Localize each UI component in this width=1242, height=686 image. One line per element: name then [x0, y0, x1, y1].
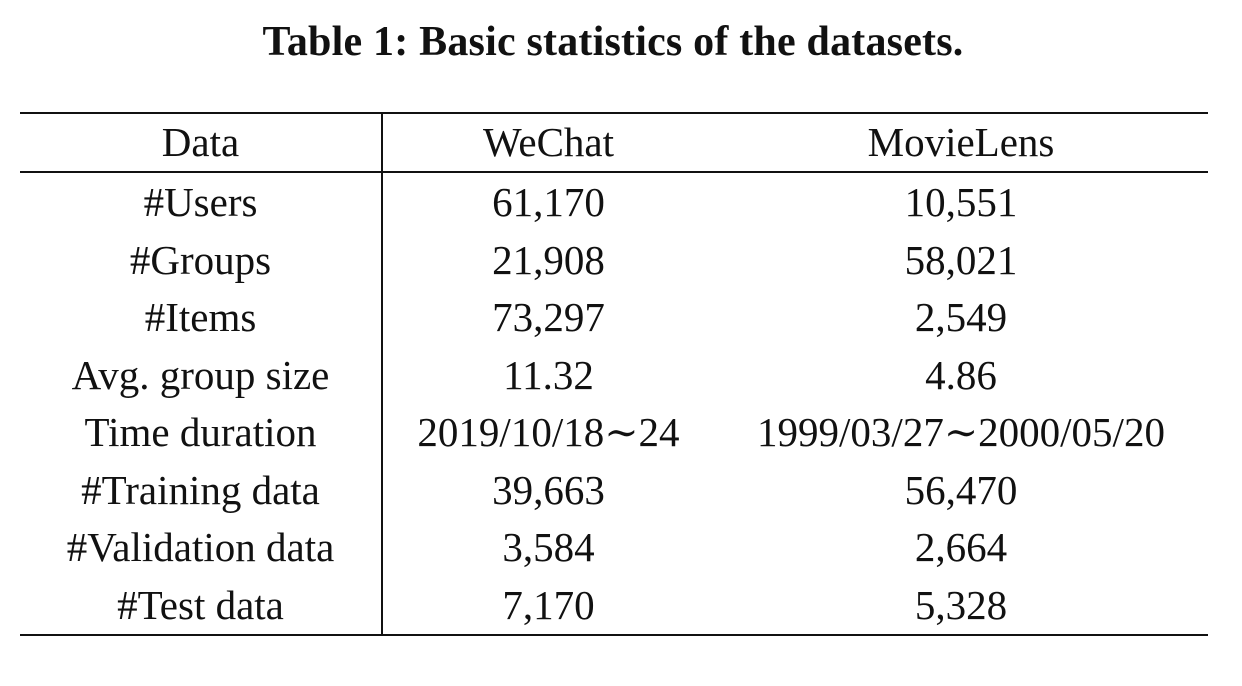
cell-movielens: 56,470 — [904, 466, 1018, 513]
table-caption: Table 1: Basic statistics of the dataset… — [262, 19, 964, 65]
cell-movielens: 2,664 — [914, 524, 1008, 570]
dataset-statistics-table: Data WeChat MovieLens #Users 61,170 10,5… — [20, 112, 1208, 636]
cell-movielens: 1999/03/27∼2000/05/20 — [757, 409, 1165, 455]
row-label: Avg. group size — [20, 346, 383, 404]
cell-wechat: 7,170 — [502, 581, 595, 628]
dataset-statistics-table-container: Data WeChat MovieLens #Users 61,170 10,5… — [20, 112, 1208, 636]
header-row: Data WeChat MovieLens — [20, 113, 1208, 172]
table-row: Time duration 2019/10/18∼24 1999/03/27∼2… — [20, 404, 1208, 462]
table-row: #Validation data 3,584 2,664 — [20, 519, 1208, 577]
cell-movielens: 2,549 — [914, 294, 1008, 340]
row-label: #Test data — [20, 576, 383, 635]
cell-movielens: 5,328 — [914, 581, 1008, 628]
table-row: #Items 73,297 2,549 — [20, 289, 1208, 347]
table-row: #Training data 39,663 56,470 — [20, 461, 1208, 519]
table-row: #Test data 7,170 5,328 — [20, 576, 1208, 635]
cell-movielens: 10,551 — [904, 179, 1018, 225]
table-row: #Groups 21,908 58,021 — [20, 231, 1208, 289]
cell-wechat: 2019/10/18∼24 — [417, 409, 680, 455]
cell-movielens: 4.86 — [925, 351, 997, 398]
table-row: #Users 61,170 10,551 — [20, 172, 1208, 232]
cell-wechat: 21,908 — [492, 236, 605, 283]
row-label: #Training data — [20, 461, 383, 519]
row-label: #Validation data — [20, 519, 383, 577]
table-row: Avg. group size 11.32 4.86 — [20, 346, 1208, 404]
table-header: Data WeChat MovieLens — [20, 113, 1208, 172]
cell-movielens: 58,021 — [904, 236, 1018, 283]
row-label: #Items — [20, 289, 383, 347]
cell-wechat: 61,170 — [492, 179, 605, 225]
row-label: #Groups — [20, 231, 383, 289]
header-cell-wechat: WeChat — [482, 119, 615, 165]
row-label: Time duration — [20, 404, 383, 462]
header-cell-movielens: MovieLens — [867, 119, 1055, 165]
cell-wechat: 39,663 — [492, 466, 605, 513]
row-label: #Users — [20, 172, 383, 232]
cell-wechat: 73,297 — [492, 294, 605, 340]
table-body: #Users 61,170 10,551 #Groups 21,908 58,0… — [20, 172, 1208, 635]
cell-wechat: 3,584 — [502, 524, 595, 570]
header-cell-data: Data — [20, 113, 383, 172]
cell-wechat: 11.32 — [503, 351, 594, 398]
